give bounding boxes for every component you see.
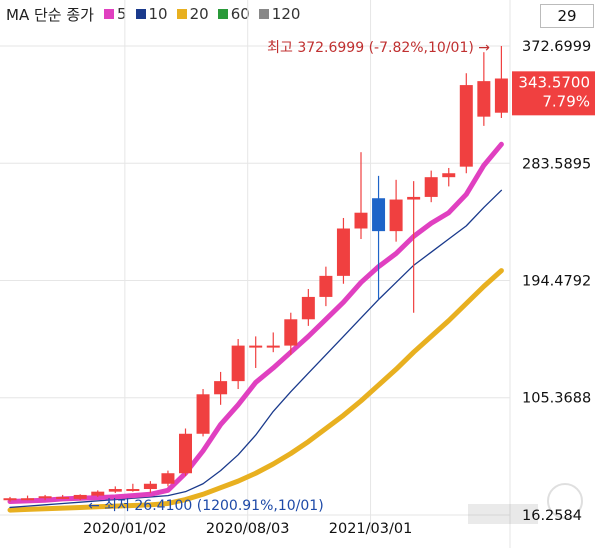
candle-body (21, 498, 35, 501)
legend-swatch-ma20 (176, 9, 187, 19)
candle-body (407, 196, 421, 200)
y-tick-label: 283.5895 (522, 156, 591, 172)
y-tick-label: 194.4792 (522, 273, 591, 289)
legend-item-ma5[interactable]: 5 (103, 5, 127, 23)
candle-body (266, 345, 280, 348)
candle-body (73, 494, 87, 499)
candle-body (56, 496, 70, 499)
candle-body (126, 489, 140, 492)
watermark-bar (468, 504, 538, 524)
ma-series (7, 141, 504, 513)
candle-body (389, 199, 403, 232)
candle-body (38, 496, 52, 499)
y-tick-label: 16.2584 (522, 508, 582, 524)
candle-body (179, 433, 192, 474)
legend-label-ma20: 20 (189, 5, 209, 23)
watermark (468, 483, 583, 524)
candle-body (161, 473, 175, 484)
candle-body (301, 296, 315, 320)
candle-body (319, 275, 333, 297)
candle-body (424, 177, 438, 197)
legend-label-ma5: 5 (116, 5, 127, 23)
candles (3, 46, 508, 502)
legend-swatch-ma10 (135, 9, 146, 19)
legend-swatch-ma120 (258, 9, 269, 19)
current-price-tag (512, 71, 595, 116)
legend-item-ma60[interactable]: 60 (217, 5, 250, 23)
min-annotation: ← 최저 26.4100 (1200.91%,10/01) (88, 498, 324, 514)
legend-item-ma20[interactable]: 20 (176, 5, 209, 23)
ma5-line (7, 141, 504, 505)
legend-item-ma10[interactable]: 10 (135, 5, 168, 23)
candle-body (372, 198, 386, 232)
current-price-label: 343.5700 (518, 73, 590, 91)
candle-body (196, 394, 210, 434)
candle-body (354, 212, 368, 229)
current-change-label: 7.79% (542, 92, 590, 110)
y-tick-label: 372.6999 (522, 39, 591, 55)
candle-body (143, 483, 157, 490)
grid-lines (0, 0, 511, 548)
candle-body (459, 85, 473, 167)
legend-label-ma120: 120 (271, 5, 301, 23)
x-tick-label: 2021/03/01 (329, 521, 413, 537)
candle-body (214, 381, 228, 395)
candle-body (494, 78, 508, 113)
legend-label-ma60: 60 (230, 5, 250, 23)
candle-body (249, 345, 263, 348)
axis-labels: 372.6999 283.5895 194.4792 105.3688 16.2584 2… (83, 39, 591, 537)
legend-item-ma120[interactable]: 120 (258, 5, 301, 23)
candle-body (108, 489, 122, 492)
x-tick-label: 2020/01/02 (83, 521, 167, 537)
legend: MA 단순 종가 5 10 20 60 120 (6, 2, 309, 26)
legend-swatch-ma60 (217, 9, 228, 19)
legend-label-ma10: 10 (148, 5, 168, 23)
ma20-line (7, 268, 504, 513)
candle-body (231, 345, 245, 382)
candle-body (442, 173, 456, 178)
candle-body (91, 491, 105, 496)
candle-body (3, 498, 17, 501)
x-tick-label: 2020/08/03 (206, 521, 290, 537)
ma10-line (9, 189, 503, 509)
period-counter-box[interactable]: 29 (540, 4, 594, 28)
max-annotation: 최고 372.6999 (-7.82%,10/01) → (267, 40, 490, 56)
candle-body (336, 228, 350, 276)
legend-swatch-ma5 (103, 9, 114, 19)
candle-body (284, 319, 298, 346)
legend-title: MA 단순 종가 (6, 5, 94, 24)
watermark-seal-ring (547, 483, 583, 519)
candle-body (477, 81, 491, 117)
y-tick-label: 105.3688 (522, 391, 591, 407)
